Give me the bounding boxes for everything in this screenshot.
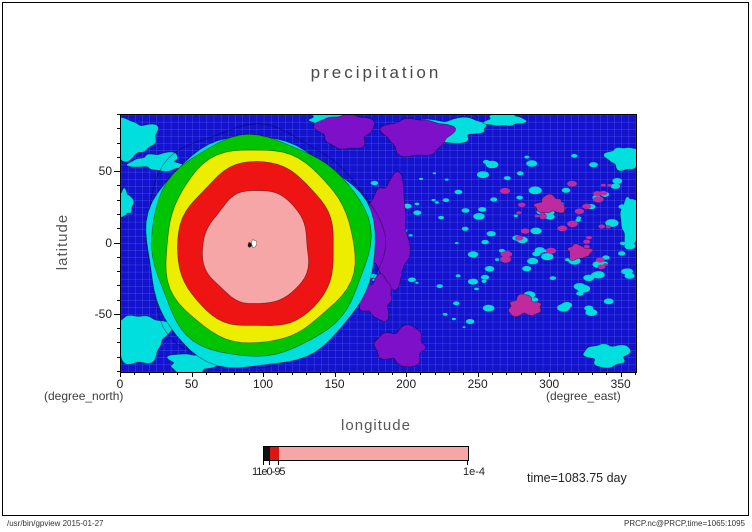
y-axis-tick-labels: -50 0 50 (68, 0, 114, 532)
x-tick-label: 0 (116, 377, 124, 391)
x-tick-label: 200 (396, 377, 417, 391)
colorbar-segment (270, 447, 280, 460)
colorbar-tick-mark (269, 461, 271, 465)
x-axis-units-label: (degree_east) (546, 389, 621, 403)
precipitation-contour-map (121, 115, 636, 372)
colorbar-segment (264, 447, 271, 460)
plot-frame-border (2, 2, 749, 516)
colorbar-max-label: 1e-4 (462, 466, 486, 478)
y-axis-units-label: (degree_north) (44, 389, 124, 403)
y-tick-label: -50 (94, 306, 112, 321)
colorbar (263, 446, 469, 461)
time-label: time=1083.75 day (527, 471, 627, 485)
plot-area (120, 114, 637, 373)
y-tick-label: 50 (98, 164, 112, 179)
x-axis-label: longitude (341, 417, 411, 434)
x-tick-label: 300 (539, 377, 560, 391)
x-tick-label: 50 (184, 377, 199, 391)
colorbar-tick-marks (263, 461, 469, 466)
colorbar-tick-mark (263, 461, 264, 465)
colorbar-segment (279, 447, 468, 460)
colorbar-min-label: 11e0-95 (252, 466, 286, 478)
x-tick-label: 100 (253, 377, 274, 391)
footer-dataset-text: PRCP.nc@PRCP,time=1065:1095 (623, 519, 745, 528)
colorbar-tick-mark (467, 461, 468, 465)
x-tick-label: 350 (610, 377, 631, 391)
y-tick-label: 0 (105, 235, 112, 250)
plot-title: precipitation (310, 63, 442, 82)
x-tick-label: 150 (324, 377, 345, 391)
colorbar-tick-mark (278, 461, 280, 465)
x-tick-label: 250 (467, 377, 488, 391)
footer-command-text: /usr/bin/gpview 2015-01-27 (7, 519, 104, 528)
x-axis-tick-labels: 0 50 100 150 200 250 300 350 (0, 377, 752, 391)
